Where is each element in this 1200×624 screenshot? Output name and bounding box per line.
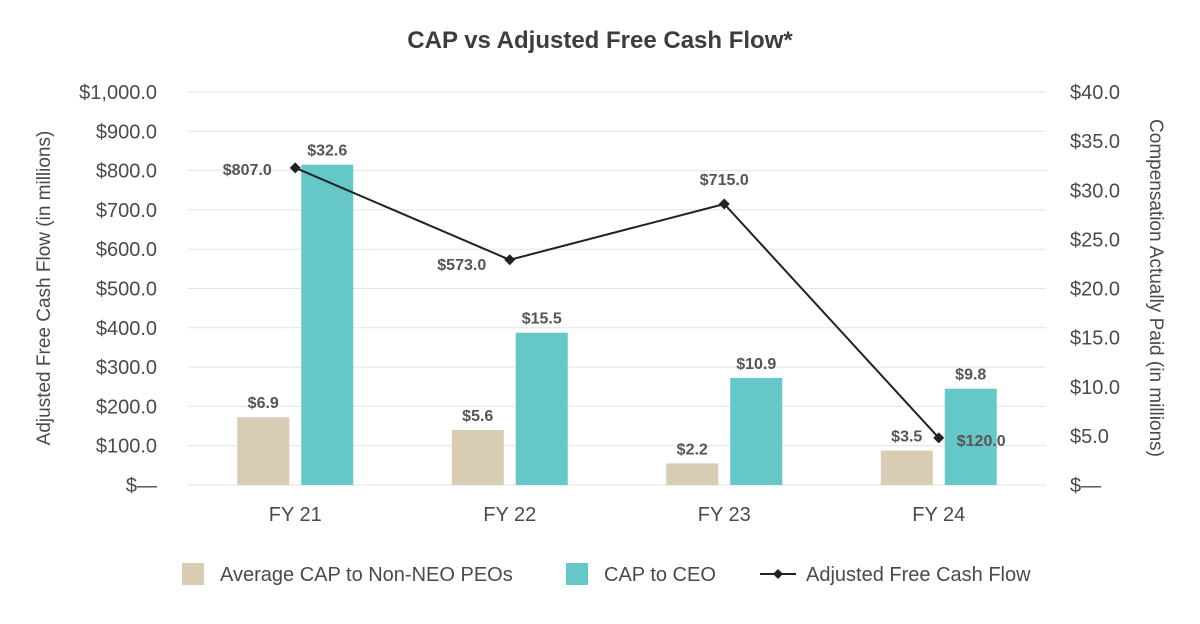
right-tick-label: $15.0	[1070, 328, 1120, 350]
line-marker	[289, 162, 301, 174]
category-label: FY 24	[912, 504, 965, 526]
legend: Average CAP to Non-NEO PEOs CAP to CEO Adj…	[182, 563, 1031, 586]
legend-label: Average CAP to Non-NEO PEOs	[220, 564, 513, 586]
bar-value-label: $32.6	[307, 143, 347, 160]
line-value-label: $573.0	[437, 257, 486, 274]
line-value-label: $715.0	[700, 172, 749, 189]
right-tick-label: $20.0	[1070, 279, 1120, 301]
bar-value-label: $5.6	[462, 408, 493, 425]
left-tick-label: $500.0	[96, 279, 157, 301]
bars	[237, 164, 997, 485]
right-tick-label: $35.0	[1070, 131, 1120, 153]
line-value-label: $120.0	[957, 433, 1006, 450]
bar	[730, 377, 783, 485]
category-label: FY 22	[483, 504, 536, 526]
bar	[237, 417, 290, 485]
line-value-label: $807.0	[223, 162, 272, 179]
bar-value-label: $2.2	[677, 441, 708, 458]
chart-title: CAP vs Adjusted Free Cash Flow*	[407, 27, 793, 54]
bar	[944, 388, 997, 485]
left-tick-label: $1,000.0	[79, 82, 157, 104]
line-marker	[933, 432, 945, 444]
legend-marker	[773, 569, 783, 579]
legend-label: Adjusted Free Cash Flow	[806, 564, 1031, 586]
left-tick-label: $700.0	[96, 200, 157, 222]
left-tick-label: $200.0	[96, 396, 157, 418]
legend-swatch	[182, 563, 204, 585]
bar	[880, 450, 933, 485]
right-tick-label: $25.0	[1070, 229, 1120, 251]
bar-value-label: $3.5	[891, 429, 922, 446]
right-tick-label: $10.0	[1070, 377, 1120, 399]
bar	[666, 463, 719, 485]
category-label: FY 23	[698, 504, 751, 526]
right-tick-label: $30.0	[1070, 180, 1120, 202]
legend-swatch	[566, 563, 588, 585]
left-axis-ticks: $— $100.0 $200.0 $300.0 $400.0 $500.0 $600.0 $7…	[79, 82, 157, 497]
bar	[301, 164, 354, 485]
bar-value-label: $10.9	[736, 356, 776, 373]
left-tick-label: $300.0	[96, 357, 157, 379]
bar-value-label: $6.9	[248, 395, 279, 412]
left-tick-label: $900.0	[96, 121, 157, 143]
line-path	[294, 166, 940, 439]
left-tick-label: $100.0	[96, 436, 157, 458]
right-tick-label: $5.0	[1070, 426, 1109, 448]
line-marker	[504, 254, 516, 266]
left-tick-label: $—	[126, 475, 157, 497]
bar-value-label: $9.8	[955, 367, 986, 384]
right-axis-ticks: $— $5.0 $10.0 $15.0 $20.0 $25.0 $30.0 $35.0 $40.…	[1070, 82, 1120, 497]
bar	[451, 429, 504, 485]
right-tick-label: $40.0	[1070, 82, 1120, 104]
line-series	[289, 162, 945, 444]
bar	[515, 332, 568, 485]
left-tick-label: $800.0	[96, 161, 157, 183]
category-labels: FY 21 FY 22 FY 23 FY 24	[269, 504, 966, 526]
category-label: FY 21	[269, 504, 322, 526]
legend-label: CAP to CEO	[604, 564, 716, 586]
left-axis-label: Adjusted Free Cash Flow (in millions)	[34, 131, 55, 446]
left-tick-label: $600.0	[96, 239, 157, 261]
bar-value-label: $15.5	[522, 311, 562, 328]
left-tick-label: $400.0	[96, 318, 157, 340]
right-axis-label: Compensation Actually Paid (in millions)	[1145, 119, 1166, 457]
right-tick-label: $—	[1070, 475, 1101, 497]
line-marker	[718, 198, 730, 210]
data-labels: $6.9 $5.6 $2.2 $3.5 $32.6 $15.5 $10.9 $9.8 $807.…	[223, 143, 1006, 459]
